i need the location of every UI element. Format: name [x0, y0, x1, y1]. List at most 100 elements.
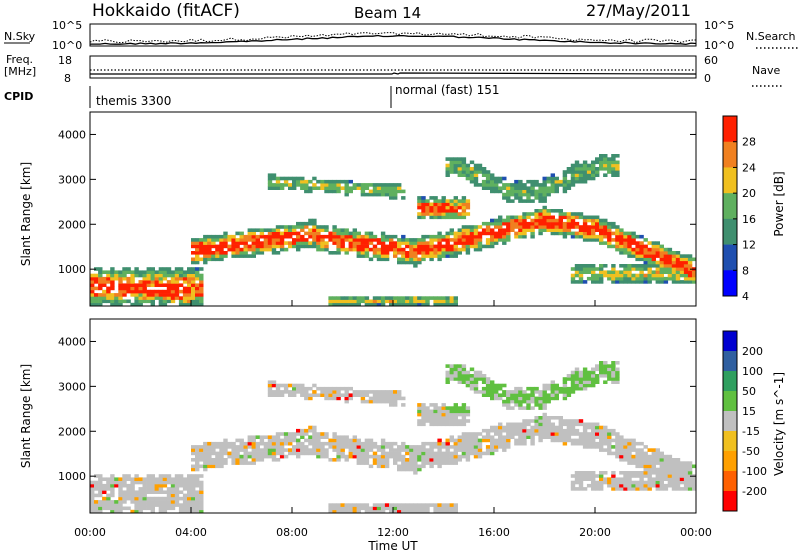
power-cell: [360, 254, 366, 258]
power-cell: [659, 254, 664, 258]
velocity-cell: [526, 399, 531, 404]
power-cell: [405, 257, 410, 262]
velocity-cell: [344, 441, 349, 446]
power-cell: [114, 276, 119, 281]
power-cell: [655, 280, 660, 284]
velocity-cell: [599, 477, 604, 481]
power-cell: [623, 267, 628, 271]
velocity-cell: [376, 454, 382, 459]
velocity-cell: [344, 458, 349, 462]
velocity-cell: [90, 496, 95, 501]
power-cell: [445, 212, 450, 216]
velocity-cell: [336, 441, 341, 446]
velocity-cell: [490, 438, 495, 443]
power-cell: [158, 280, 164, 284]
power-cell: [647, 276, 652, 281]
power-cell: [413, 257, 418, 262]
power-cell: [449, 299, 454, 304]
velocity-cell: [413, 467, 418, 472]
power-cell: [477, 231, 483, 236]
velocity-cell: [251, 445, 256, 449]
power-cell: [223, 241, 228, 245]
velocity-cell: [599, 370, 604, 375]
power-cell: [514, 186, 519, 190]
power-cell: [275, 228, 281, 232]
power-cell: [162, 276, 168, 281]
power-cell: [595, 215, 600, 220]
power-cell: [308, 244, 313, 249]
power-cell: [413, 302, 418, 307]
velocity-cell: [514, 386, 519, 391]
power-cell: [643, 244, 648, 249]
power-cell: [574, 173, 580, 177]
power-cell: [506, 218, 511, 223]
velocity-cell: [320, 454, 325, 459]
power-cell: [591, 163, 596, 168]
power-cell: [562, 228, 568, 232]
velocity-cell: [413, 454, 418, 459]
power-cell: [623, 273, 628, 278]
xlabel: Time UT: [367, 539, 418, 553]
nave-tick-bottom: 0: [704, 72, 711, 85]
velocity-cell: [490, 390, 495, 394]
colorbar-tick-label: 16: [742, 213, 756, 226]
velocity-cell: [546, 422, 551, 427]
power-cell: [526, 228, 531, 232]
power-cell: [203, 254, 208, 258]
velocity-cell: [98, 500, 103, 504]
velocity-cell: [591, 432, 596, 436]
power-cell: [441, 202, 446, 207]
power-cell: [283, 247, 289, 252]
velocity-cell: [292, 451, 297, 456]
power-cell: [603, 163, 608, 168]
velocity-cell: [98, 483, 103, 488]
power-cell: [219, 247, 224, 252]
power-cell: [591, 273, 596, 278]
velocity-cell: [449, 445, 454, 449]
velocity-cell: [615, 374, 620, 378]
power-cell: [368, 238, 374, 242]
power-cell: [546, 209, 551, 213]
velocity-cell: [687, 467, 693, 472]
velocity-cell: [461, 374, 467, 378]
power-cell: [453, 302, 458, 307]
power-cell: [663, 264, 669, 268]
power-cell: [134, 299, 139, 304]
power-cell: [534, 218, 539, 223]
velocity-cell: [255, 451, 260, 456]
velocity-cell: [615, 487, 620, 491]
power-cell: [578, 273, 584, 278]
velocity-cell: [469, 438, 475, 443]
power-cell: [384, 296, 390, 300]
velocity-cell: [215, 454, 220, 459]
power-cell: [631, 280, 636, 284]
velocity-cell: [356, 451, 361, 456]
velocity-cell: [203, 454, 208, 459]
velocity-cell: [651, 458, 656, 462]
velocity-cell: [239, 445, 244, 449]
velocity-cell: [671, 483, 677, 488]
velocity-cell: [259, 454, 265, 459]
power-cell: [199, 283, 204, 287]
velocity-cell: [336, 448, 341, 452]
power-cell: [623, 238, 628, 242]
power-cell: [223, 238, 228, 242]
power-cell: [283, 176, 289, 181]
power-cell: [429, 196, 434, 200]
power-cell: [380, 299, 386, 304]
power-cell: [558, 209, 563, 213]
velocity-cell: [627, 454, 632, 459]
velocity-cell: [328, 458, 333, 462]
velocity-cell: [623, 477, 628, 481]
velocity-cell: [340, 451, 345, 456]
velocity-cell: [522, 422, 527, 427]
power-cell: [469, 173, 475, 177]
velocity-cell: [332, 432, 337, 436]
power-cell: [425, 199, 430, 203]
power-cell: [675, 280, 681, 284]
velocity-cell: [570, 370, 576, 375]
power-cell: [271, 186, 277, 190]
power-cell: [591, 160, 596, 165]
power-cell: [90, 293, 95, 297]
power-cell: [441, 247, 446, 252]
